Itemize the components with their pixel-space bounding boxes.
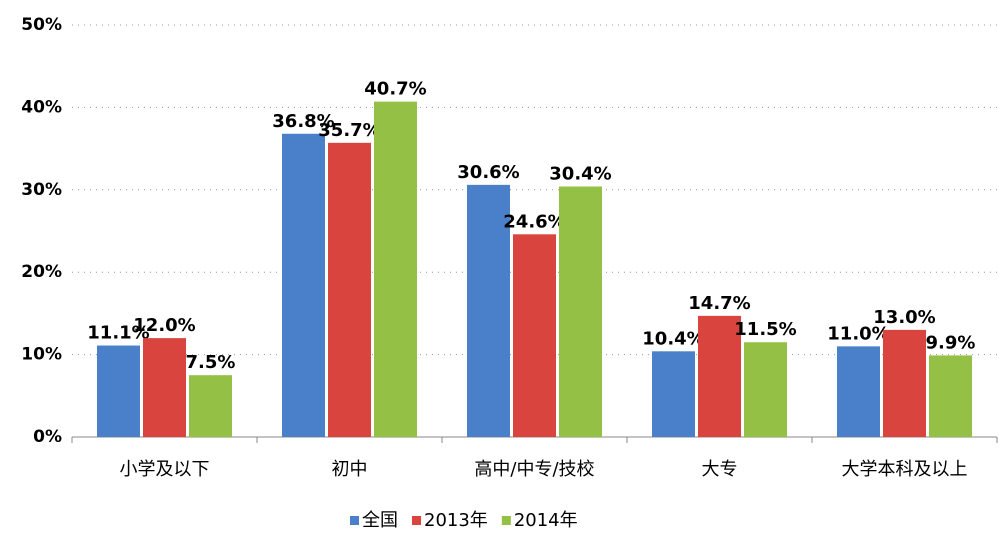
y-tick-label: 0% [33, 427, 62, 447]
bar [374, 101, 417, 438]
y-tick-label: 50% [21, 15, 62, 35]
value-label: 10.4% [642, 328, 704, 349]
y-tick-label: 20% [21, 262, 62, 282]
value-label: 7.5% [186, 352, 236, 373]
value-label: 11.1% [87, 323, 149, 344]
bar [929, 355, 972, 437]
x-tick-label: 大学本科及以上 [842, 459, 968, 480]
legend-label: 2013年 [424, 510, 488, 531]
bar [143, 338, 186, 437]
legend-swatch [350, 516, 359, 525]
bar [282, 133, 325, 437]
y-tick-label: 40% [21, 97, 62, 117]
legend-swatch [412, 516, 421, 525]
bar [559, 186, 602, 437]
x-tick-label: 高中/中专/技校 [474, 459, 594, 480]
value-label: 35.7% [318, 120, 380, 141]
bar [652, 351, 695, 437]
legend-swatch [501, 516, 511, 525]
bar [97, 345, 140, 437]
value-label: 30.4% [549, 164, 611, 185]
value-label: 40.7% [364, 79, 426, 100]
value-label: 36.8% [272, 111, 334, 132]
bar [883, 329, 926, 437]
y-tick-label: 10% [21, 345, 62, 365]
value-label: 11.5% [734, 319, 796, 340]
value-label: 9.9% [926, 332, 976, 353]
bar [513, 234, 556, 437]
bar [467, 184, 510, 437]
x-tick-label: 大专 [702, 459, 738, 480]
y-tick-label: 30% [21, 180, 62, 200]
value-label: 30.6% [457, 162, 519, 183]
legend-label: 2014年 [514, 510, 578, 531]
value-label: 12.0% [133, 315, 195, 336]
bar [698, 315, 741, 437]
value-label: 24.6% [503, 211, 565, 232]
value-label: 11.0% [827, 323, 889, 344]
x-tick-label: 初中 [332, 459, 368, 480]
legend-label: 全国 [362, 510, 398, 531]
bar [837, 346, 880, 437]
bar [328, 142, 371, 437]
value-label: 13.0% [873, 307, 935, 328]
bar [744, 342, 787, 437]
bar [189, 375, 232, 437]
value-label: 14.7% [688, 293, 750, 314]
x-tick-label: 小学及以下 [120, 459, 210, 480]
